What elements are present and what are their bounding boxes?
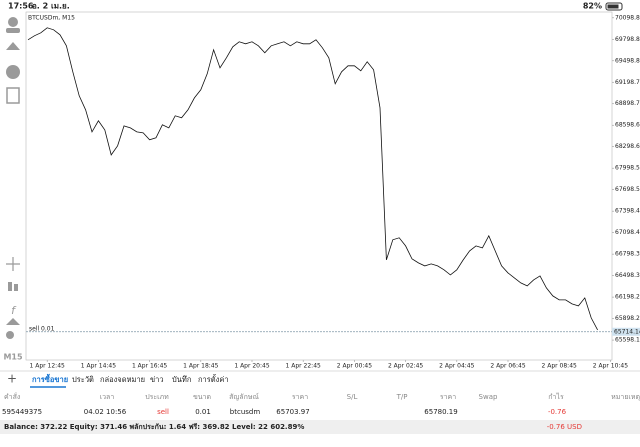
x-tick-label: 1 Apr 12:45 [30,363,65,370]
left-toolbar: f [6,17,20,339]
y-tick-label: 66198.25 [615,294,640,301]
chart-frame [25,11,613,361]
y-tick-label: 68298.60 [615,143,640,150]
tab[interactable]: การตั้งค่า [198,374,229,384]
y-tick-label: 65598.15 [615,337,640,344]
x-tick-label: 2 Apr 04:45 [439,363,474,370]
y-tick-label: 69198.75 [615,79,640,86]
column-header: หมายเหตุ [611,393,640,401]
cell: sell [157,408,169,416]
trade-table: คำสั่ง เวลา ประเภท ขนาด สัญลักษณ์ ราคา S/L T/P ร… [2,392,640,416]
x-tick-label: 2 Apr 08:45 [542,363,577,370]
account-icon-body [6,28,20,33]
y-tick-label: 70098.85 [615,14,640,21]
price-box-label: 65714.14 [614,328,640,335]
column-header: เวลา [100,393,115,401]
battery-level [607,4,619,9]
column-header: ราคา [440,393,456,401]
y-tick-label: 67698.50 [615,186,640,193]
column-header: Swap [479,393,498,401]
x-tick-label: 2 Apr 00:45 [337,363,372,370]
column-header: T/P [396,393,408,401]
y-tick-label: 69798.85 [615,36,640,43]
objects-icon[interactable] [6,318,20,325]
total-profit: -0.76 USD [547,423,582,431]
cell: -0.76 [548,408,567,416]
column-header: กำไร [548,392,564,401]
tab[interactable]: กล่องจดหมาย [100,375,145,384]
cell: 04.02 10:56 [84,408,127,416]
column-header: ขนาด [193,393,211,401]
column-header: S/L [347,393,358,401]
column-header: ราคา [292,393,308,401]
column-header: ประเภท [145,393,169,401]
crosshair-icon[interactable] [6,257,20,271]
y-tick-label: 66498.30 [615,272,640,279]
new-doc-icon[interactable] [6,87,20,104]
account-icon[interactable] [8,17,18,27]
tab[interactable]: ข่าว [150,375,164,384]
status-battery: 82% [583,2,602,11]
tab[interactable]: บันทึก [172,375,191,384]
x-tick-label: 2 Apr 06:45 [490,363,525,370]
objects-icon-2 [6,331,14,339]
tab[interactable]: การซื้อขาย [32,373,68,384]
y-tick-label: 65898.20 [615,315,640,322]
status-bar [0,0,640,12]
price-box [612,327,640,336]
column-header: สัญลักษณ์ [229,393,259,401]
y-tick-label: 67398.45 [615,208,640,215]
y-tick-label: 69498.85 [615,57,640,64]
cell: 65780.19 [424,408,457,416]
trade-icon[interactable] [6,42,20,50]
order-label: sell 0.01 [29,325,55,332]
y-tick-label: 66798.35 [615,251,640,258]
tab[interactable]: ประวัติ [72,375,94,384]
indicator-icon[interactable]: f [11,304,17,317]
balance-bar [0,420,640,434]
x-tick-label: 1 Apr 14:45 [81,363,116,370]
y-tick-label: 67998.55 [615,165,640,172]
battery-icon [605,2,623,11]
status-date: อ. 2 เม.ย. [32,2,70,11]
tabs: การซื้อขาย ประวัติ กล่องจดหมาย ข่าว บันทึก กา… [30,373,229,388]
cell: 65703.97 [276,408,309,416]
y-tick-label: 68898.70 [615,100,640,107]
cell: 0.01 [195,408,211,416]
x-tick-label: 1 Apr 20:45 [234,363,269,370]
chart: 70098.85 69798.85 69498.85 69198.75 68898.70… [26,14,640,370]
x-tick-label: 1 Apr 16:45 [132,363,167,370]
candles-icon[interactable] [8,282,12,291]
y-tick-label: 67098.40 [615,229,640,236]
timeframe-button[interactable]: M15 [3,353,23,362]
cell: btcusdm [230,408,261,416]
status-time: 17:56 [8,2,34,11]
price-line [27,27,598,331]
y-tick-label: 68598.60 [615,122,640,129]
x-tick-label: 2 Apr 10:45 [593,363,628,370]
chat-icon[interactable] [6,65,20,79]
balance-summary: Balance: 372.22 Equity: 371.46 พลักประกั… [4,423,304,431]
x-tick-label: 1 Apr 18:45 [183,363,218,370]
chart-title: BTCUSDm, M15 [28,15,75,22]
x-tick-label: 2 Apr 02:45 [388,363,423,370]
candles-icon-2 [14,284,18,291]
x-tick-label: 1 Apr 22:45 [286,363,321,370]
add-button[interactable]: + [7,372,17,386]
column-header: คำสั่ง [4,392,20,401]
cell: 595449375 [2,408,42,416]
